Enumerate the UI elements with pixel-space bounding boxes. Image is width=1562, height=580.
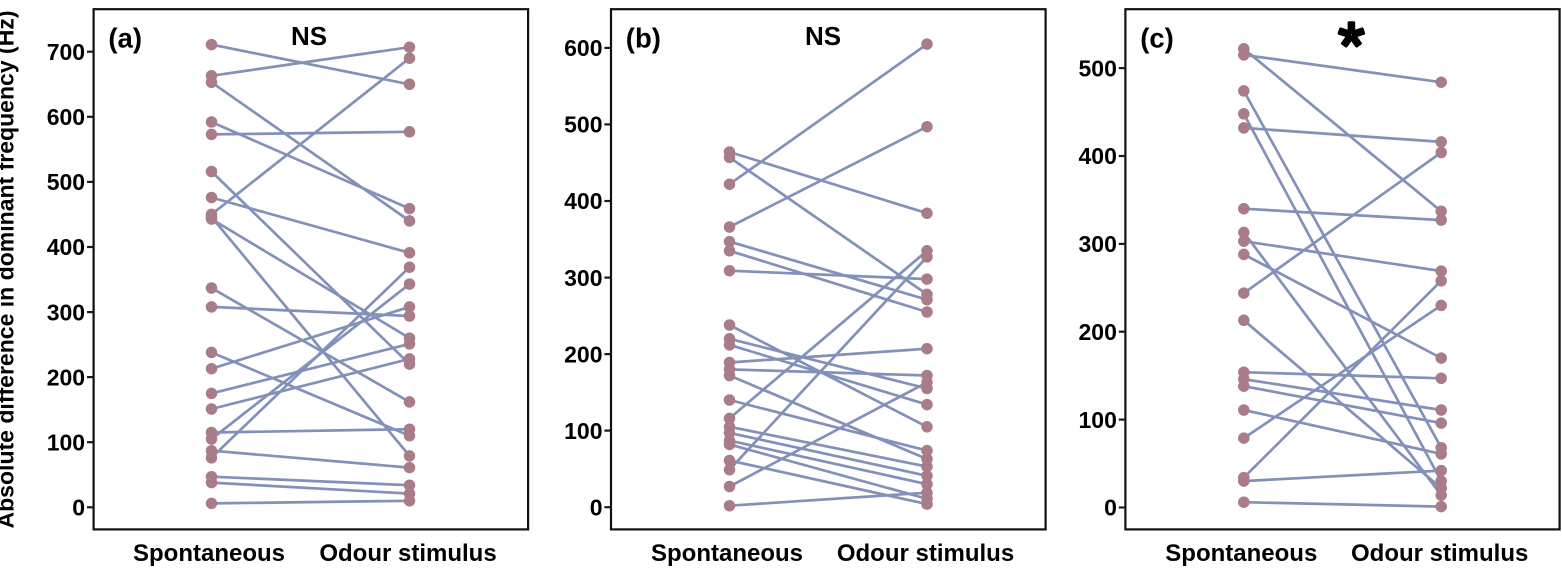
svg-text:Spontaneous: Spontaneous — [133, 540, 285, 567]
svg-text:NS: NS — [805, 21, 841, 51]
svg-text:400: 400 — [564, 188, 602, 214]
svg-text:Absolute difference in dominan: Absolute difference in dominant frequenc… — [0, 11, 19, 529]
svg-text:Odour stimulus: Odour stimulus — [837, 540, 1014, 567]
svg-text:600: 600 — [47, 104, 85, 130]
svg-text:200: 200 — [564, 341, 602, 367]
svg-text:Spontaneous: Spontaneous — [651, 540, 803, 567]
svg-text:0: 0 — [72, 495, 85, 521]
svg-text:400: 400 — [1079, 143, 1117, 169]
svg-text:NS: NS — [291, 21, 327, 51]
svg-text:300: 300 — [47, 299, 85, 325]
svg-text:600: 600 — [564, 35, 602, 61]
svg-text:(c): (c) — [1140, 23, 1174, 54]
svg-text:Odour stimulus: Odour stimulus — [319, 540, 496, 567]
svg-text:100: 100 — [1079, 407, 1117, 433]
svg-text:500: 500 — [1079, 55, 1117, 81]
svg-text:500: 500 — [564, 112, 602, 138]
svg-text:(b): (b) — [626, 23, 661, 54]
svg-text:100: 100 — [47, 429, 85, 455]
svg-text:200: 200 — [1079, 319, 1117, 345]
svg-text:200: 200 — [47, 364, 85, 390]
svg-text:(a): (a) — [108, 23, 142, 54]
svg-text:400: 400 — [47, 234, 85, 260]
svg-text:0: 0 — [590, 494, 603, 520]
svg-text:Spontaneous: Spontaneous — [1165, 540, 1317, 567]
svg-text:700: 700 — [47, 39, 85, 65]
svg-text:0: 0 — [1104, 495, 1117, 521]
svg-text:500: 500 — [47, 169, 85, 195]
svg-text:100: 100 — [564, 418, 602, 444]
svg-text:Odour stimulus: Odour stimulus — [1351, 540, 1528, 567]
svg-text:300: 300 — [1079, 231, 1117, 257]
svg-text:300: 300 — [564, 265, 602, 291]
